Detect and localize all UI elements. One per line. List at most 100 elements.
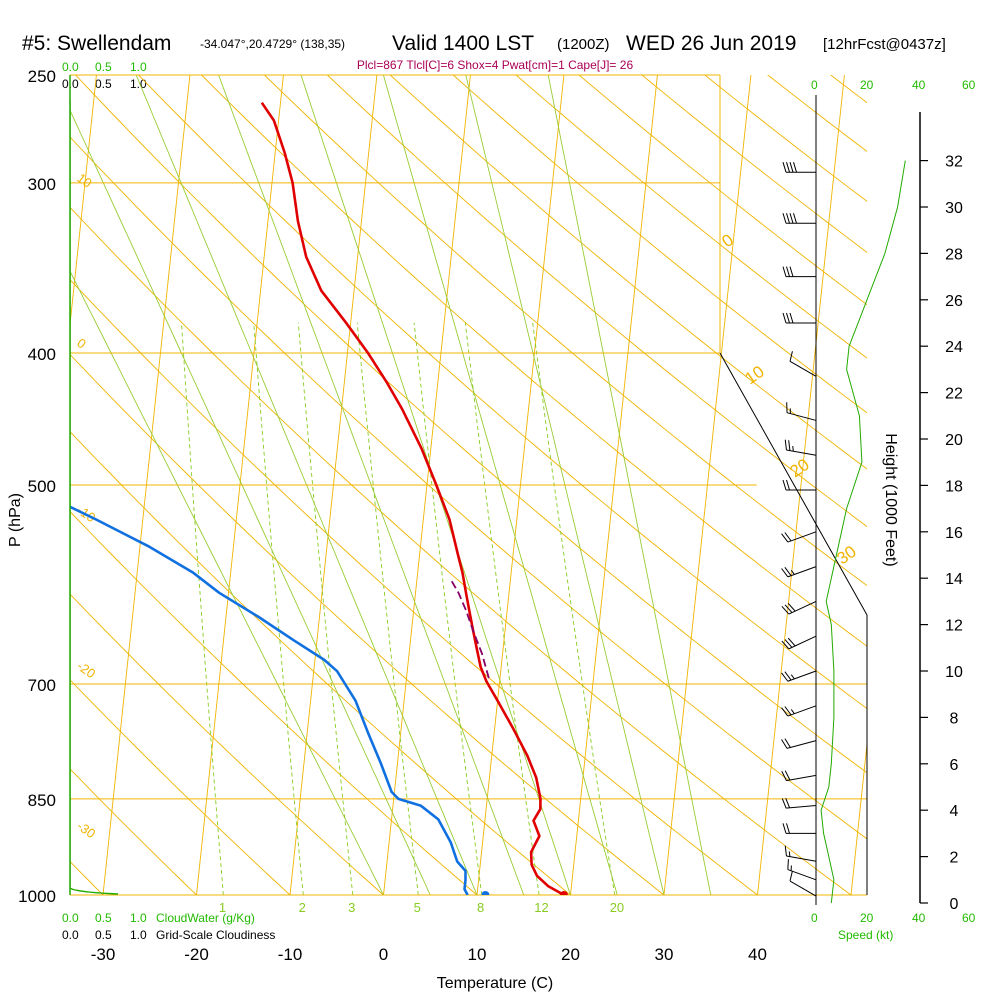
mixing-ratio-line	[297, 322, 354, 895]
height-tick-label: 30	[945, 200, 963, 217]
barb-flag	[784, 604, 793, 613]
sounding-profiles	[70, 100, 568, 895]
barb-half-flag	[792, 446, 794, 452]
wind-barb	[782, 312, 816, 324]
cloud-bot-green-2: 1.0	[130, 911, 147, 925]
barb-flag	[784, 566, 792, 576]
mixing-ratio-line	[532, 322, 616, 895]
mixing-ratio-label: 12	[534, 900, 548, 915]
cloud-top-green-0: 0.0	[62, 60, 79, 74]
barb-flag	[784, 671, 792, 681]
height-tick-label: 28	[945, 246, 963, 263]
parcel-profile	[449, 577, 490, 679]
isotherm	[0, 51, 5, 924]
dry-adiabat	[986, 51, 1000, 924]
wind-barb	[784, 845, 817, 862]
moist-adiabat	[70, 270, 385, 895]
barb-flag	[784, 770, 791, 781]
moist-adiabat	[300, 75, 571, 895]
barb-flag	[786, 266, 790, 277]
barb-staff	[786, 740, 817, 749]
pressure-tick-label: 300	[28, 175, 56, 194]
height-tick-label: 16	[945, 525, 963, 542]
x-axis-title: Temperature (C)	[437, 975, 553, 992]
barb-flag	[782, 266, 787, 277]
wind-barb	[782, 479, 816, 491]
barb-flag	[782, 213, 787, 224]
dry-adiabat	[70, 206, 852, 895]
barb-staff	[787, 705, 817, 717]
barb-staff	[787, 531, 817, 543]
dry-adiabat	[74, 75, 867, 774]
height-tick-label: 10	[945, 664, 963, 681]
barb-half-flag	[790, 709, 795, 714]
dry-adiabat	[137, 75, 867, 710]
barb-flag	[781, 672, 789, 682]
barb-staff	[789, 880, 817, 897]
zulu-time: (1200Z)	[557, 36, 610, 53]
barb-flag	[784, 532, 792, 542]
dry-adiabat	[641, 75, 867, 254]
isotherm	[70, 75, 97, 329]
pressure-tick-label: 1000	[18, 887, 56, 906]
barb-flag	[782, 479, 787, 491]
wind-barb	[786, 402, 817, 421]
barb-flag	[784, 439, 787, 451]
cloud-bot-green-1: 0.5	[95, 911, 112, 925]
mixing-ratio-label: 20	[610, 900, 624, 915]
barb-staff	[787, 670, 817, 682]
cloudiness-label: Grid-Scale Cloudiness	[156, 928, 275, 942]
speed-bot-green-1: 40	[912, 911, 926, 925]
wind-barb	[781, 531, 817, 543]
barb-flag	[789, 213, 794, 224]
wind-barb	[781, 705, 817, 717]
mixing-ratio-label: 8	[477, 900, 484, 915]
mixing-ratio-line	[181, 322, 224, 895]
cloud-top-black-2: 1.0	[130, 77, 147, 91]
barb-flag	[789, 162, 794, 173]
speed-label: Speed (kt)	[838, 928, 893, 942]
moist-adiabat	[382, 75, 618, 895]
dry-adiabat	[452, 75, 867, 414]
wind-barb	[781, 738, 817, 749]
speed-top-green-1: 40	[912, 78, 926, 92]
surface-temp-marker	[559, 891, 568, 895]
wind-speed-profile	[820, 160, 906, 904]
wind-barb	[782, 162, 816, 173]
height-tick-label: 4	[950, 803, 959, 820]
barb-flag	[781, 739, 788, 749]
barb-flag	[793, 162, 797, 173]
mixing-ratio-label: 3	[348, 900, 355, 915]
temperature-tick-label: 10	[468, 945, 487, 964]
height-tick-label: 14	[945, 571, 963, 588]
barb-staff	[788, 635, 817, 650]
mixing-ratio-line	[356, 322, 419, 895]
barb-flag	[789, 870, 793, 882]
mixing-ratio-line	[464, 322, 540, 895]
thetae-label: 10	[741, 362, 767, 388]
wind-barb	[781, 566, 817, 578]
barb-staff	[786, 449, 817, 456]
barb-staff	[789, 360, 817, 377]
pressure-tick-label: 400	[28, 345, 56, 364]
isotherm	[383, 75, 471, 895]
wind-barb	[782, 823, 816, 834]
barb-flag	[781, 568, 789, 578]
valid-time: Valid 1400 LST	[392, 32, 534, 55]
frame-diagonal	[719, 352, 868, 895]
height-tick-label: 2	[950, 850, 959, 867]
barb-flag	[782, 823, 787, 834]
barb-staff	[787, 869, 817, 881]
dry-adiabat	[70, 768, 198, 895]
cloud-bot-black-2: 1.0	[130, 928, 147, 942]
theta-label: 10	[74, 170, 94, 191]
temperature-tick-label: 0	[379, 945, 388, 964]
surface-dewpoint-marker	[481, 891, 490, 895]
isotherm	[850, 739, 867, 895]
wind-barb	[781, 770, 817, 782]
height-tick-label: 32	[945, 154, 963, 171]
temperature-tick-label: -20	[184, 945, 209, 964]
barb-flag	[787, 602, 796, 612]
